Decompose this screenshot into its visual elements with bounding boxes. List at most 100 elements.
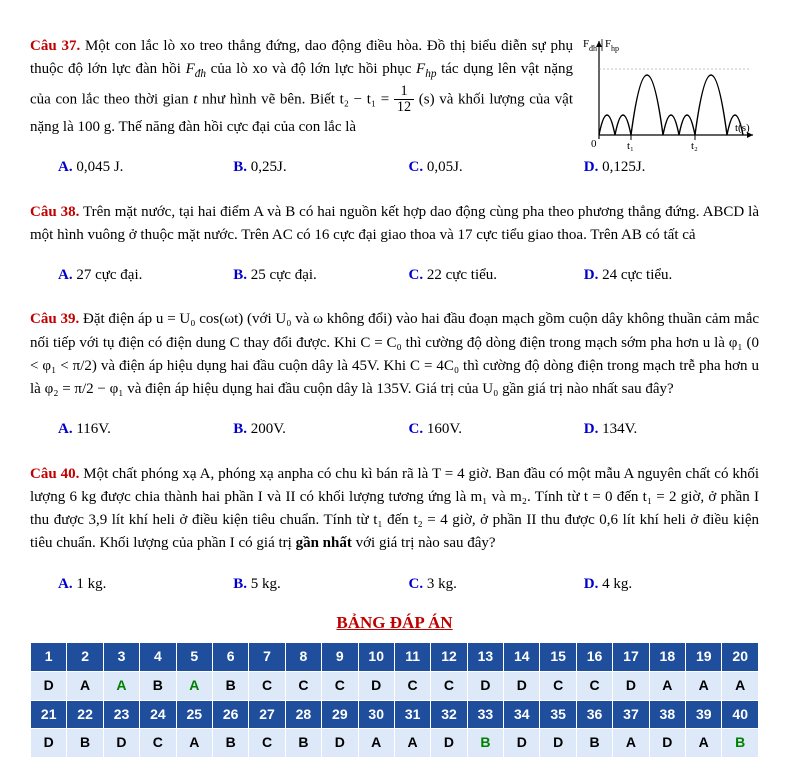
ans-col-num: 36 bbox=[576, 700, 612, 729]
ans-col-num: 22 bbox=[67, 700, 103, 729]
ans-cell: D bbox=[103, 729, 139, 758]
ans-col-num: 3 bbox=[103, 643, 139, 672]
q38-text: Câu 38. Trên mặt nước, tại hai điểm A và… bbox=[30, 201, 759, 248]
ans-col-num: 1 bbox=[31, 643, 67, 672]
ans-cell: C bbox=[285, 671, 321, 700]
ans-cell: C bbox=[431, 671, 467, 700]
svg-text:0: 0 bbox=[591, 138, 597, 150]
q39-opt-d: D. 134V. bbox=[584, 418, 759, 441]
question-38: Câu 38. Trên mặt nước, tại hai điểm A và… bbox=[30, 201, 759, 294]
svg-text:hp: hp bbox=[611, 44, 619, 53]
q40-label: Câu 40. bbox=[30, 466, 79, 482]
q37-options: A. 0,045 J. B. 0,25J. C. 0,05J. D. 0,125… bbox=[30, 154, 759, 185]
ans-col-num: 24 bbox=[140, 700, 176, 729]
ans-col-num: 17 bbox=[613, 643, 649, 672]
ans-col-num: 26 bbox=[212, 700, 248, 729]
ans-col-num: 40 bbox=[722, 700, 759, 729]
ans-col-num: 10 bbox=[358, 643, 394, 672]
ans-cell: A bbox=[686, 729, 722, 758]
ans-cell: D bbox=[540, 729, 576, 758]
ans-col-num: 25 bbox=[176, 700, 212, 729]
q39-opt-a: A. 116V. bbox=[58, 418, 233, 441]
q40-opt-a: A. 1 kg. bbox=[58, 573, 233, 596]
ans-cell: B bbox=[285, 729, 321, 758]
q39-text: Câu 39. Đặt điện áp u = U₀ cos(ωt) (với … bbox=[30, 308, 759, 401]
ans-col-num: 7 bbox=[249, 643, 285, 672]
ans-col-num: 12 bbox=[431, 643, 467, 672]
ans-cell: D bbox=[613, 671, 649, 700]
svg-text:đh: đh bbox=[589, 44, 597, 53]
q39-opt-c: C. 160V. bbox=[409, 418, 584, 441]
ans-col-num: 6 bbox=[212, 643, 248, 672]
ans-cell: A bbox=[103, 671, 139, 700]
question-37: 0 t₁ t₂ t(s) F đh F hp Câu 37. Một con l… bbox=[30, 35, 759, 186]
ans-col-num: 18 bbox=[649, 643, 685, 672]
ans-col-num: 35 bbox=[540, 700, 576, 729]
ans-cell: B bbox=[212, 729, 248, 758]
ans-cell: B bbox=[722, 729, 759, 758]
ans-cell: A bbox=[67, 671, 103, 700]
q38-opt-b: B. 25 cực đại. bbox=[233, 264, 408, 287]
ans-cell: D bbox=[504, 729, 540, 758]
ans-col-num: 31 bbox=[394, 700, 430, 729]
q39-label: Câu 39. bbox=[30, 311, 79, 327]
ans-col-num: 19 bbox=[686, 643, 722, 672]
ans-cell: A bbox=[176, 671, 212, 700]
q38-opt-a: A. 27 cực đại. bbox=[58, 264, 233, 287]
ans-cell: C bbox=[394, 671, 430, 700]
ans-col-num: 23 bbox=[103, 700, 139, 729]
ans-cell: C bbox=[249, 671, 285, 700]
ans-cell: A bbox=[358, 729, 394, 758]
ans-col-num: 14 bbox=[504, 643, 540, 672]
ans-cell: A bbox=[394, 729, 430, 758]
ans-cell: B bbox=[67, 729, 103, 758]
q37-opt-c: C. 0,05J. bbox=[409, 156, 584, 179]
ans-cell: D bbox=[358, 671, 394, 700]
ans-col-num: 30 bbox=[358, 700, 394, 729]
ans-col-num: 2 bbox=[67, 643, 103, 672]
ans-col-num: 21 bbox=[31, 700, 67, 729]
q40-text: Câu 40. Một chất phóng xạ A, phóng xạ an… bbox=[30, 463, 759, 556]
ans-col-num: 29 bbox=[322, 700, 358, 729]
q38-options: A. 27 cực đại. B. 25 cực đại. C. 22 cực … bbox=[30, 262, 759, 293]
ans-col-num: 5 bbox=[176, 643, 212, 672]
svg-text:t₂: t₂ bbox=[691, 140, 698, 152]
q37-opt-d: D. 0,125J. bbox=[584, 156, 759, 179]
ans-cell: A bbox=[613, 729, 649, 758]
q39-options: A. 116V. B. 200V. C. 160V. D. 134V. bbox=[30, 416, 759, 447]
q38-opt-d: D. 24 cực tiểu. bbox=[584, 264, 759, 287]
ans-col-num: 37 bbox=[613, 700, 649, 729]
q37-opt-a: A. 0,045 J. bbox=[58, 156, 233, 179]
ans-col-num: 33 bbox=[467, 700, 503, 729]
ans-col-num: 16 bbox=[576, 643, 612, 672]
ans-col-num: 32 bbox=[431, 700, 467, 729]
ans-cell: D bbox=[649, 729, 685, 758]
ans-cell: D bbox=[322, 729, 358, 758]
ans-cell: A bbox=[649, 671, 685, 700]
q38-label: Câu 38. bbox=[30, 204, 79, 220]
q38-opt-c: C. 22 cực tiểu. bbox=[409, 264, 584, 287]
ans-cell: C bbox=[140, 729, 176, 758]
ans-cell: A bbox=[686, 671, 722, 700]
ans-col-num: 27 bbox=[249, 700, 285, 729]
ans-cell: B bbox=[212, 671, 248, 700]
q40-opt-b: B. 5 kg. bbox=[233, 573, 408, 596]
ans-col-num: 11 bbox=[394, 643, 430, 672]
ans-cell: B bbox=[576, 729, 612, 758]
q40-options: A. 1 kg. B. 5 kg. C. 3 kg. D. 4 kg. bbox=[30, 571, 759, 602]
ans-cell: C bbox=[576, 671, 612, 700]
ans-cell: D bbox=[31, 671, 67, 700]
ans-col-num: 38 bbox=[649, 700, 685, 729]
ans-cell: B bbox=[140, 671, 176, 700]
q37-graph: 0 t₁ t₂ t(s) F đh F hp bbox=[581, 35, 759, 153]
ans-col-num: 20 bbox=[722, 643, 759, 672]
answer-table-title: BẢNG ĐÁP ÁN bbox=[30, 610, 759, 636]
svg-text:t(s): t(s) bbox=[735, 122, 750, 134]
svg-text:t₁: t₁ bbox=[627, 140, 634, 152]
ans-cell: C bbox=[322, 671, 358, 700]
answer-table: 1234567891011121314151617181920 DAABABCC… bbox=[30, 642, 759, 758]
ans-cell: D bbox=[31, 729, 67, 758]
q40-opt-d: D. 4 kg. bbox=[584, 573, 759, 596]
ans-cell: D bbox=[504, 671, 540, 700]
q39-opt-b: B. 200V. bbox=[233, 418, 408, 441]
